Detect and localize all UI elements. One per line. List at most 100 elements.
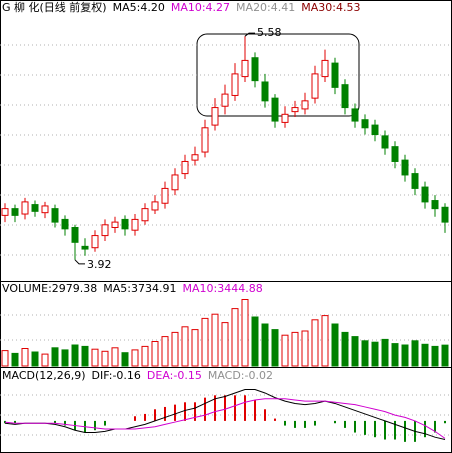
candle-body [41, 205, 49, 214]
volume-bar [111, 347, 119, 367]
header-label: MACD(12,26,9) [2, 369, 86, 382]
candle-body [201, 127, 209, 153]
header-label: MACD:-0.02 [208, 369, 273, 382]
volume-bar [351, 336, 359, 367]
volume-bar [91, 348, 99, 367]
volume-bar [131, 349, 139, 367]
candle-body [181, 160, 189, 175]
volume-bar [211, 313, 219, 367]
high-pointer [244, 32, 255, 37]
candle-body [371, 124, 379, 136]
volume-bar [181, 326, 189, 367]
volume-bar [11, 352, 19, 367]
candle-body [281, 113, 289, 123]
high-label: 5.58 [257, 26, 282, 39]
volume-bar [301, 330, 309, 367]
volume-bar [121, 352, 129, 367]
volume-bar [221, 322, 229, 367]
candle-body [261, 81, 269, 102]
candle-body [431, 200, 439, 210]
volume-bar [191, 329, 199, 367]
volume-bar [371, 341, 379, 367]
low-pointer [74, 259, 85, 265]
candle-body [171, 174, 179, 191]
header-label: MA5:3734.91 [103, 282, 176, 295]
header-label: DIF:-0.16 [92, 369, 141, 382]
candle-body [421, 186, 429, 203]
volume-bar [151, 341, 159, 367]
volume-bar [341, 331, 349, 367]
volume-bar [361, 340, 369, 367]
candle-body [411, 173, 419, 189]
volume-bar [201, 317, 209, 367]
candle-body [31, 204, 39, 212]
header-label: MA20:4.41 [236, 1, 295, 14]
volume-bar [411, 340, 419, 367]
volume-bar [421, 343, 429, 367]
candle-body [441, 206, 449, 223]
candle-body [241, 59, 249, 78]
candle-body [381, 135, 389, 149]
volume-bar [31, 351, 39, 367]
candle-body [401, 159, 409, 176]
candle-body [211, 107, 219, 126]
dea-line [4, 398, 446, 439]
candle-body [331, 62, 339, 88]
candle-body [141, 208, 149, 222]
volume-bar [271, 329, 279, 367]
header-label: MA10:4.27 [171, 1, 230, 14]
header-label: MA30:4.53 [301, 1, 360, 14]
volume-bar [311, 319, 319, 367]
volume-bar [101, 350, 109, 367]
candle-body [71, 226, 79, 243]
candle-body [61, 218, 69, 230]
volume-bar [231, 308, 239, 367]
volume-bar [251, 316, 259, 367]
candle-body [231, 73, 239, 96]
volume-bar [61, 349, 69, 367]
candle-body [221, 93, 229, 107]
candle-body [311, 73, 319, 99]
volume-bar [281, 334, 289, 367]
volume-bar [71, 344, 79, 367]
volume-bar [41, 353, 49, 367]
volume-bar [141, 345, 149, 367]
candle-body [151, 201, 159, 211]
dif-line [4, 388, 446, 441]
candle-body [251, 57, 259, 82]
header-label: MA5:4.20 [113, 1, 165, 14]
header-label: DEA:-0.15 [147, 369, 202, 382]
volume-bar [21, 348, 29, 367]
volume-bar [171, 331, 179, 367]
header-label: G 柳 化(日线 前复权) [2, 0, 107, 14]
candle-body [361, 119, 369, 129]
volume-bar [401, 344, 409, 367]
volume-bar [331, 323, 339, 367]
candle-body [111, 221, 119, 228]
candle-body [21, 201, 29, 215]
volume-bar [261, 323, 269, 367]
candle-body [161, 187, 169, 204]
candle-body [341, 84, 349, 109]
volume-bar [51, 347, 59, 367]
volume-bar [161, 336, 169, 367]
volume-bar [441, 344, 449, 367]
candle-body [291, 107, 299, 113]
candle-body [271, 97, 279, 122]
volume-bar [81, 345, 89, 367]
header-label: MA10:3444.88 [182, 282, 262, 295]
candle-body [301, 100, 309, 110]
low-label: 3.92 [87, 258, 112, 271]
candle-body [1, 208, 9, 216]
volume-bar [241, 299, 249, 367]
header-label: VOLUME:2979.38 [2, 282, 97, 295]
candle-body [51, 208, 59, 223]
candle-body [91, 235, 99, 249]
volume-bar [391, 343, 399, 367]
candle-body [11, 208, 19, 216]
volume-bar [321, 315, 329, 367]
volume-bar [291, 331, 299, 367]
candle-body [81, 245, 89, 250]
volume-bar [1, 350, 9, 367]
